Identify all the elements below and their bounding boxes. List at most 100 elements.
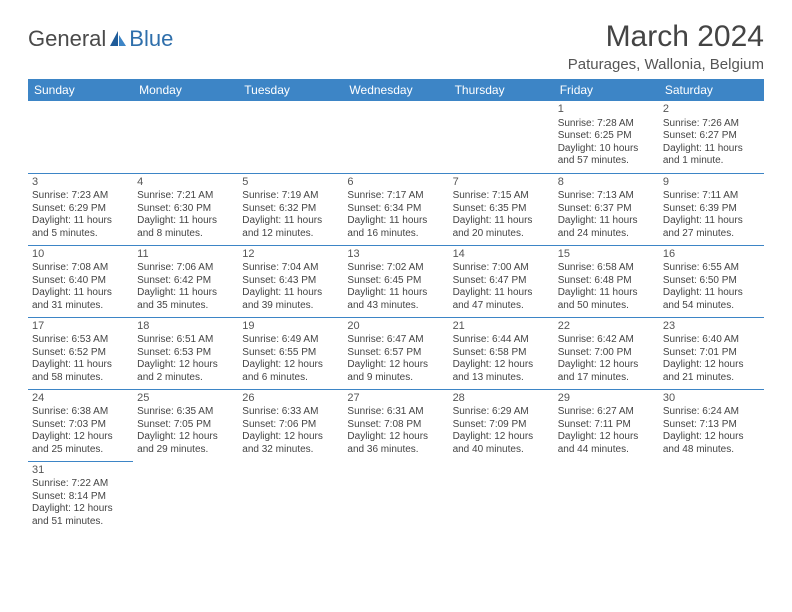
day-cell: 24Sunrise: 6:38 AMSunset: 7:03 PMDayligh… xyxy=(28,389,133,461)
daylight-text: Daylight: 11 hours and 20 minutes. xyxy=(453,215,550,240)
sunrise-text: Sunrise: 6:51 AM xyxy=(137,334,234,347)
sunset-text: Sunset: 6:57 PM xyxy=(347,347,444,360)
day-cell: 2Sunrise: 7:26 AMSunset: 6:27 PMDaylight… xyxy=(659,101,764,173)
day-cell: 8Sunrise: 7:13 AMSunset: 6:37 PMDaylight… xyxy=(554,173,659,245)
weekday-header: Wednesday xyxy=(343,79,448,101)
sunset-text: Sunset: 6:45 PM xyxy=(347,275,444,288)
daylight-text: Daylight: 11 hours and 39 minutes. xyxy=(242,287,339,312)
title-block: March 2024 Paturages, Wallonia, Belgium xyxy=(568,20,764,73)
day-number: 14 xyxy=(453,248,550,262)
calendar-row: 1Sunrise: 7:28 AMSunset: 6:25 PMDaylight… xyxy=(28,101,764,173)
logo-text-2: Blue xyxy=(129,26,173,52)
sunrise-text: Sunrise: 6:40 AM xyxy=(663,334,760,347)
sunset-text: Sunset: 7:01 PM xyxy=(663,347,760,360)
sunset-text: Sunset: 6:40 PM xyxy=(32,275,129,288)
weekday-header: Thursday xyxy=(449,79,554,101)
day-cell: 18Sunrise: 6:51 AMSunset: 6:53 PMDayligh… xyxy=(133,317,238,389)
empty-cell xyxy=(133,461,238,535)
day-cell: 13Sunrise: 7:02 AMSunset: 6:45 PMDayligh… xyxy=(343,245,448,317)
day-cell: 28Sunrise: 6:29 AMSunset: 7:09 PMDayligh… xyxy=(449,389,554,461)
sunrise-text: Sunrise: 7:00 AM xyxy=(453,262,550,275)
sunrise-text: Sunrise: 7:02 AM xyxy=(347,262,444,275)
page-title: March 2024 xyxy=(568,20,764,54)
day-number: 7 xyxy=(453,176,550,190)
sunrise-text: Sunrise: 7:22 AM xyxy=(32,478,129,491)
sunrise-text: Sunrise: 7:11 AM xyxy=(663,190,760,203)
empty-cell xyxy=(343,101,448,173)
sunset-text: Sunset: 7:06 PM xyxy=(242,419,339,432)
weekday-header: Tuesday xyxy=(238,79,343,101)
sunrise-text: Sunrise: 6:31 AM xyxy=(347,406,444,419)
sunrise-text: Sunrise: 6:49 AM xyxy=(242,334,339,347)
calendar-row: 17Sunrise: 6:53 AMSunset: 6:52 PM Dayligh… xyxy=(28,317,764,389)
sunrise-text: Sunrise: 7:06 AM xyxy=(137,262,234,275)
day-cell: 7Sunrise: 7:15 AMSunset: 6:35 PMDaylight… xyxy=(449,173,554,245)
day-number: 3 xyxy=(32,176,129,190)
day-number: 13 xyxy=(347,248,444,262)
sunrise-text: Sunrise: 7:17 AM xyxy=(347,190,444,203)
daylight-text: Daylight: 11 hours and 50 minutes. xyxy=(558,287,655,312)
sunrise-text: Sunrise: 7:15 AM xyxy=(453,190,550,203)
empty-cell xyxy=(449,101,554,173)
sunset-text: Sunset: 6:32 PM xyxy=(242,203,339,216)
day-number: 22 xyxy=(558,320,655,334)
daylight-text: Daylight: 12 hours and 48 minutes. xyxy=(663,431,760,456)
day-cell: 3Sunrise: 7:23 AMSunset: 6:29 PMDaylight… xyxy=(28,173,133,245)
daylight-text: Daylight: 12 hours and 51 minutes. xyxy=(32,503,129,528)
day-number: 4 xyxy=(137,176,234,190)
calendar-row: 31Sunrise: 7:22 AMSunset: 8:14 PMDayligh… xyxy=(28,461,764,535)
empty-cell xyxy=(659,461,764,535)
sunrise-text: Sunrise: 6:47 AM xyxy=(347,334,444,347)
daylight-text: Daylight: 12 hours and 17 minutes. xyxy=(558,359,655,384)
day-cell: 1Sunrise: 7:28 AMSunset: 6:25 PMDaylight… xyxy=(554,101,659,173)
sunrise-text: Sunrise: 6:58 AM xyxy=(558,262,655,275)
sunrise-text: Sunrise: 6:27 AM xyxy=(558,406,655,419)
sunrise-text: Sunrise: 7:13 AM xyxy=(558,190,655,203)
day-cell: 31Sunrise: 7:22 AMSunset: 8:14 PMDayligh… xyxy=(28,461,133,535)
daylight-text: Daylight: 11 hours and 35 minutes. xyxy=(137,287,234,312)
header: General Blue March 2024 Paturages, Wallo… xyxy=(28,20,764,73)
day-number: 24 xyxy=(32,392,129,406)
empty-cell xyxy=(449,461,554,535)
sunset-text: Sunset: 7:11 PM xyxy=(558,419,655,432)
sunset-text: Sunset: 6:55 PM xyxy=(242,347,339,360)
sunset-text: Sunset: 6:29 PM xyxy=(32,203,129,216)
sunrise-text: Sunrise: 7:26 AM xyxy=(663,118,760,131)
weekday-header: Friday xyxy=(554,79,659,101)
empty-cell xyxy=(343,461,448,535)
day-number: 5 xyxy=(242,176,339,190)
sunset-text: Sunset: 6:43 PM xyxy=(242,275,339,288)
sunrise-text: Sunrise: 7:04 AM xyxy=(242,262,339,275)
day-number: 19 xyxy=(242,320,339,334)
sunrise-text: Sunrise: 6:53 AM xyxy=(32,334,129,347)
day-number: 26 xyxy=(242,392,339,406)
day-number: 23 xyxy=(663,320,760,334)
sunset-text: Sunset: 6:58 PM xyxy=(453,347,550,360)
calendar-table: Sunday Monday Tuesday Wednesday Thursday… xyxy=(28,79,764,535)
sunset-text: Sunset: 6:30 PM xyxy=(137,203,234,216)
weekday-header: Sunday xyxy=(28,79,133,101)
day-number: 17 xyxy=(32,320,129,334)
day-cell: 14Sunrise: 7:00 AMSunset: 6:47 PMDayligh… xyxy=(449,245,554,317)
day-cell: 16Sunrise: 6:55 AMSunset: 6:50 PMDayligh… xyxy=(659,245,764,317)
day-cell: 22Sunrise: 6:42 AMSunset: 7:00 PMDayligh… xyxy=(554,317,659,389)
day-cell: 29Sunrise: 6:27 AMSunset: 7:11 PMDayligh… xyxy=(554,389,659,461)
day-cell: 17Sunrise: 6:53 AMSunset: 6:52 PMDayligh… xyxy=(28,317,133,389)
sunset-text: Sunset: 6:52 PM xyxy=(32,347,129,360)
day-cell: 10Sunrise: 7:08 AMSunset: 6:40 PMDayligh… xyxy=(28,245,133,317)
day-cell: 12Sunrise: 7:04 AMSunset: 6:43 PMDayligh… xyxy=(238,245,343,317)
sunset-text: Sunset: 6:34 PM xyxy=(347,203,444,216)
daylight-text: Daylight: 12 hours and 13 minutes. xyxy=(453,359,550,384)
sunset-text: Sunset: 6:25 PM xyxy=(558,130,655,143)
daylight-text: Daylight: 10 hours and 57 minutes. xyxy=(558,143,655,168)
day-number: 16 xyxy=(663,248,760,262)
daylight-text: Daylight: 11 hours and 27 minutes. xyxy=(663,215,760,240)
daylight-text: Daylight: 12 hours and 36 minutes. xyxy=(347,431,444,456)
day-number: 15 xyxy=(558,248,655,262)
logo: General Blue xyxy=(28,26,173,52)
day-number: 6 xyxy=(347,176,444,190)
weekday-header: Monday xyxy=(133,79,238,101)
day-cell: 30Sunrise: 6:24 AMSunset: 7:13 PMDayligh… xyxy=(659,389,764,461)
sunrise-text: Sunrise: 6:44 AM xyxy=(453,334,550,347)
daylight-text: Daylight: 12 hours and 9 minutes. xyxy=(347,359,444,384)
